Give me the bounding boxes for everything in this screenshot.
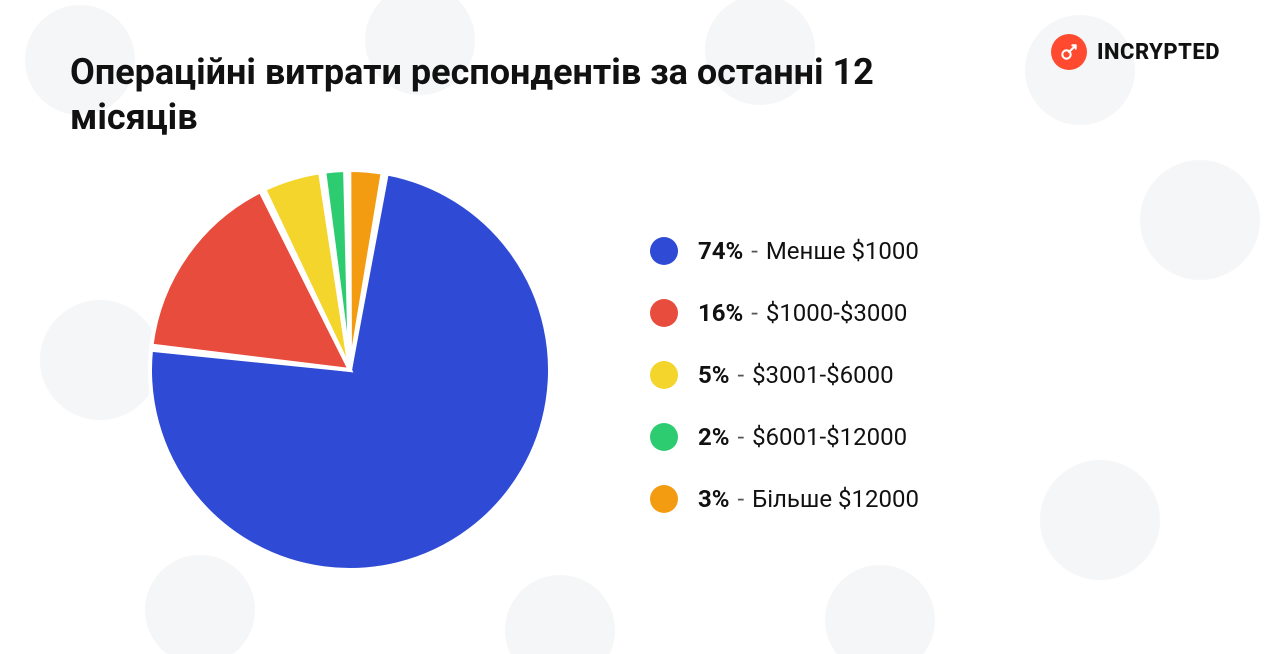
legend-separator: -: [732, 485, 751, 513]
brand-icon: [1051, 34, 1087, 70]
legend-percent: 2%: [698, 423, 730, 451]
brand-logo: INCRYPTED: [1051, 34, 1220, 70]
legend-label: $6001-$12000: [752, 423, 907, 451]
legend-swatch: [650, 299, 678, 327]
legend-item: 2% - $6001-$12000: [650, 423, 919, 451]
legend-item: 16% - $1000-$3000: [650, 299, 919, 327]
legend-percent: 16%: [698, 299, 743, 327]
legend-item: 74% - Менше $1000: [650, 237, 919, 265]
legend-swatch: [650, 423, 678, 451]
brand-name: INCRYPTED: [1097, 40, 1220, 65]
legend-swatch: [650, 485, 678, 513]
legend-percent: 3%: [698, 485, 730, 513]
legend-separator: -: [732, 423, 751, 451]
legend-swatch: [650, 237, 678, 265]
legend-text: 5% - $3001-$6000: [698, 361, 894, 389]
legend-separator: -: [732, 361, 751, 389]
legend-swatch: [650, 361, 678, 389]
chart-legend: 74% - Менше $1000 16% - $1000-$3000 5% - $…: [650, 237, 919, 513]
legend-text: 3% - Більше $12000: [698, 485, 919, 513]
legend-separator: -: [745, 237, 764, 265]
legend-item: 3% - Більше $12000: [650, 485, 919, 513]
legend-label: $1000-$3000: [766, 299, 908, 327]
legend-text: 2% - $6001-$12000: [698, 423, 907, 451]
legend-separator: -: [745, 299, 764, 327]
legend-text: 74% - Менше $1000: [698, 237, 919, 265]
pie-chart: [140, 160, 560, 580]
legend-label: Менше $1000: [766, 237, 919, 265]
chart-title: Операційні витрати респондентів за остан…: [70, 50, 950, 140]
legend-percent: 5%: [698, 361, 730, 389]
legend-label: $3001-$6000: [752, 361, 894, 389]
legend-percent: 74%: [698, 237, 743, 265]
legend-label: Більше $12000: [752, 485, 919, 513]
legend-text: 16% - $1000-$3000: [698, 299, 907, 327]
legend-item: 5% - $3001-$6000: [650, 361, 919, 389]
